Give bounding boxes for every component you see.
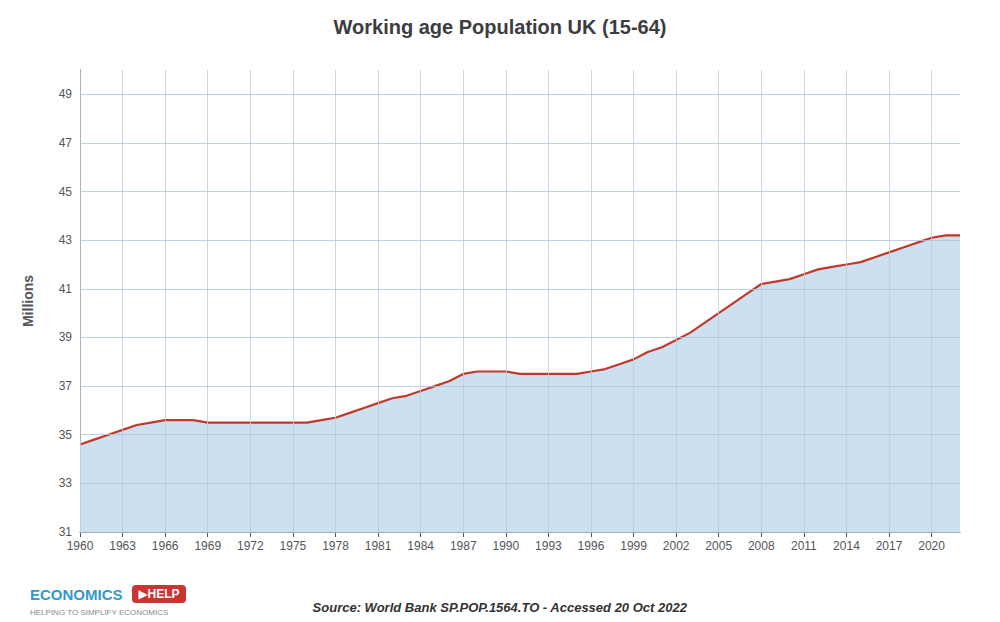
svg-text:1993: 1993 [535,539,562,553]
svg-text:43: 43 [59,233,73,247]
svg-text:1975: 1975 [280,539,307,553]
svg-text:HELPING TO SIMPLIFY ECONOMICS: HELPING TO SIMPLIFY ECONOMICS [30,608,168,617]
svg-text:2005: 2005 [705,539,732,553]
svg-text:49: 49 [59,87,73,101]
svg-text:ECONOMICS: ECONOMICS [30,586,123,603]
svg-text:2002: 2002 [663,539,690,553]
svg-text:2014: 2014 [833,539,860,553]
svg-text:1969: 1969 [194,539,221,553]
svg-text:1987: 1987 [450,539,477,553]
svg-text:1984: 1984 [407,539,434,553]
svg-text:1960: 1960 [67,539,94,553]
svg-text:Source: World Bank SP.POP.1564: Source: World Bank SP.POP.1564.TO - Acce… [313,600,688,615]
svg-text:1978: 1978 [322,539,349,553]
svg-text:1966: 1966 [152,539,179,553]
svg-text:45: 45 [59,185,73,199]
svg-text:2011: 2011 [791,539,817,553]
svg-text:1996: 1996 [578,539,605,553]
svg-text:▶HELP: ▶HELP [138,587,179,601]
svg-text:Working age Population UK (15-: Working age Population UK (15-64) [334,16,667,38]
svg-text:1981: 1981 [365,539,392,553]
svg-text:Millions: Millions [20,275,36,327]
svg-text:35: 35 [59,428,73,442]
svg-text:1999: 1999 [620,539,647,553]
svg-text:37: 37 [59,379,73,393]
svg-text:1990: 1990 [492,539,519,553]
svg-text:2017: 2017 [876,539,903,553]
svg-text:33: 33 [59,476,73,490]
svg-text:47: 47 [59,136,73,150]
svg-text:39: 39 [59,330,73,344]
svg-text:2008: 2008 [748,539,775,553]
svg-text:1972: 1972 [237,539,264,553]
svg-text:1963: 1963 [109,539,136,553]
svg-text:2020: 2020 [918,539,945,553]
svg-text:41: 41 [59,282,73,296]
svg-text:31: 31 [59,525,73,539]
